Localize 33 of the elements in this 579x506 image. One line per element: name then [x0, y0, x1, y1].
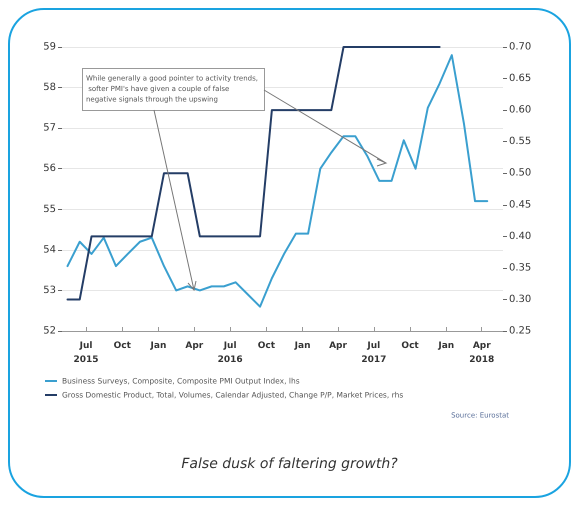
x-tick-label: Apr 2018 — [469, 341, 494, 365]
y2-tick-label: 0.25 — [509, 326, 532, 336]
x-tick-label: Oct — [258, 341, 276, 351]
x-tick-label: Apr — [185, 341, 204, 351]
y-tick-label: 52 — [43, 326, 56, 336]
y2-tick-label: 0.35 — [509, 262, 532, 274]
line-series — [66, 46, 441, 300]
y2-tick-label: 0.45 — [509, 199, 532, 210]
x-tick-label: Jan — [294, 341, 311, 351]
y-tick-label: 56 — [43, 163, 56, 174]
text: False dusk of faltering growth? — [181, 456, 398, 472]
y-tick-label: 53 — [43, 284, 56, 296]
y-tick-label: 59 — [43, 42, 56, 52]
x-tick-label: Jan — [437, 341, 454, 351]
x-tick-label: Jan — [150, 341, 166, 351]
y2-tick-label: 0.55 — [509, 136, 532, 148]
x-tick-label: Oct — [401, 341, 420, 351]
y2-tick-label: 0.30 — [509, 294, 532, 305]
line-series — [66, 54, 488, 308]
y-tick-label: 54 — [43, 244, 56, 256]
x-tick-label: Jul 2015 — [73, 341, 99, 365]
x-tick-label: Apr — [329, 341, 348, 351]
y-tick-label: 55 — [43, 204, 56, 215]
y-tick-label: 57 — [43, 122, 56, 134]
y2-tick-label: 0.60 — [509, 104, 532, 116]
x-tick-label: Jul 2017 — [361, 341, 386, 365]
y-tick-label: 58 — [43, 82, 56, 94]
y2-tick-label: 0.40 — [509, 230, 532, 242]
y2-tick-label: 0.70 — [509, 42, 532, 52]
y2-tick-label: 0.50 — [509, 168, 532, 179]
x-tick-label: Oct — [114, 341, 132, 351]
y2-tick-label: 0.65 — [509, 73, 532, 84]
x-tick-label: Jul 2016 — [218, 341, 243, 365]
